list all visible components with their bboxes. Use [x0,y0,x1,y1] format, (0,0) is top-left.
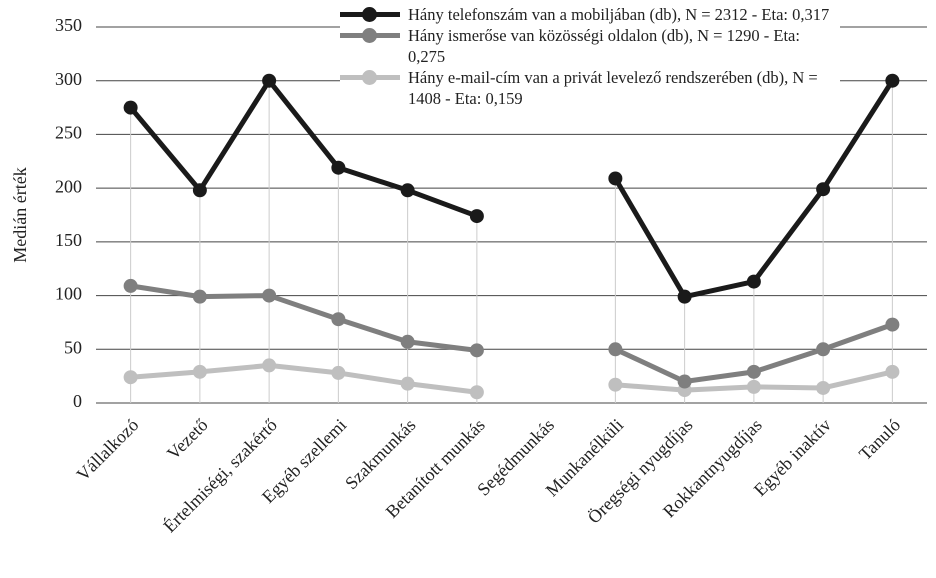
marker [816,342,831,357]
marker [469,385,484,400]
y-tick-label: 200 [55,176,82,196]
series-line [128,78,895,300]
y-tick-label: 150 [55,230,82,250]
series-line [130,362,893,395]
marker [469,209,484,224]
marker [123,100,138,115]
x-tick-label: Értelmiségi, szakértő [159,414,281,536]
marker [331,312,346,327]
legend-label: Hány ismerőse van közösségi oldalon (db)… [408,26,800,66]
marker [262,288,277,303]
swatch-dot [362,28,377,43]
swatch-dot [362,70,377,85]
x-tick-label: Vállalkozó [73,415,143,485]
marker [608,377,623,392]
y-axis-label: Medián érték [10,167,30,262]
marker [400,334,415,349]
marker [885,364,900,379]
swatch-dot [362,7,377,22]
marker [885,317,900,332]
marker [677,289,692,304]
marker [192,289,207,304]
marker [400,376,415,391]
marker [331,365,346,380]
legend-swatch [340,4,400,25]
marker [746,274,761,289]
marker [469,343,484,358]
legend-entry: Hány telefonszám van a mobiljában (db), … [340,4,840,25]
marker [608,342,623,357]
legend: Hány telefonszám van a mobiljában (db), … [340,4,840,109]
marker [331,160,346,175]
legend-swatch [340,25,400,46]
marker [192,364,207,379]
marker [400,183,415,198]
marker [262,73,277,88]
marker [123,370,138,385]
y-tick-label: 250 [55,123,82,143]
marker [262,358,277,373]
legend-label: Hány e-mail-cím van a privát levelező re… [408,68,818,108]
marker [746,364,761,379]
y-tick-label: 50 [64,337,82,357]
legend-entry: Hány e-mail-cím van a privát levelező re… [340,67,840,109]
x-tick-label: Vezető [163,415,212,464]
y-tick-label: 0 [73,391,82,411]
marker [677,374,692,389]
marker [123,278,138,293]
marker [816,182,831,197]
legend-swatch [340,67,400,88]
y-tick-label: 300 [55,69,82,89]
marker [608,171,623,186]
y-tick-label: 350 [55,15,82,35]
marker [746,379,761,394]
legend-label: Hány telefonszám van a mobiljában (db), … [408,5,830,24]
marker [885,73,900,88]
legend-entry: Hány ismerőse van közösségi oldalon (db)… [340,25,840,67]
x-tick-label: Tanuló [855,415,904,464]
y-tick-label: 100 [55,284,82,304]
marker [192,183,207,198]
marker [816,380,831,395]
